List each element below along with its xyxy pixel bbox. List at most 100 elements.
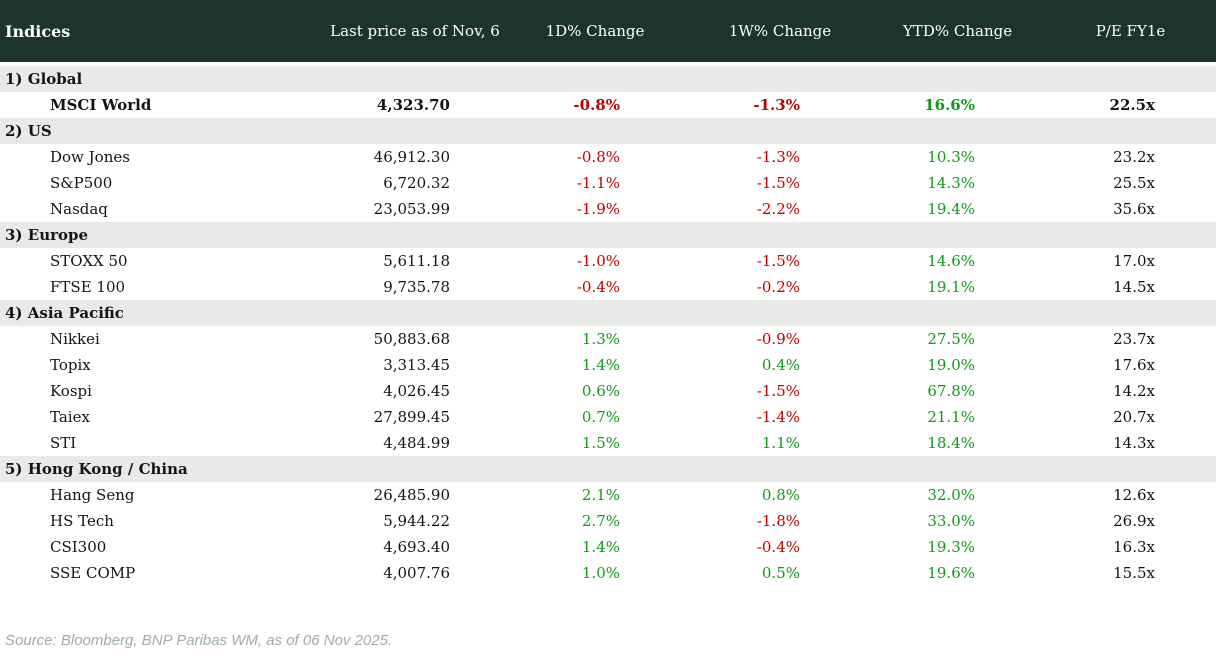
index-name: STOXX 50: [50, 252, 128, 270]
index-row: Nikkei 50,883.68 1.3% -0.9% 27.5% 23.7x: [0, 326, 1216, 352]
change-1w: -1.8%: [756, 512, 800, 530]
change-1w: 1.1%: [761, 434, 800, 452]
index-name: FTSE 100: [50, 278, 126, 296]
last-price: 3,313.45: [383, 356, 450, 374]
col-header-1w-change: 1W% Change: [690, 0, 870, 66]
change-ytd: 19.6%: [927, 564, 975, 582]
index-row: Topix 3,313.45 1.4% 0.4% 19.0% 17.6x: [0, 352, 1216, 378]
change-ytd: 19.4%: [927, 200, 975, 218]
pe-ratio: 25.5x: [1113, 174, 1155, 192]
section-label: 1) Global: [0, 66, 1216, 92]
pe-ratio: 14.5x: [1113, 278, 1155, 296]
change-ytd: 18.4%: [927, 434, 975, 452]
pe-ratio: 16.3x: [1113, 538, 1155, 556]
change-ytd: 10.3%: [927, 148, 975, 166]
col-header-1d-change: 1D% Change: [500, 0, 690, 66]
last-price: 27,899.45: [373, 408, 450, 426]
section-label: 5) Hong Kong / China: [0, 456, 1216, 482]
change-ytd: 16.6%: [924, 96, 975, 114]
index-name: CSI300: [50, 538, 107, 556]
change-1d: -0.8%: [576, 148, 620, 166]
change-1w: -1.5%: [756, 382, 800, 400]
last-price: 4,007.76: [383, 564, 450, 582]
table-header-row: Indices Last price as of Nov, 6 1D% Chan…: [0, 0, 1216, 66]
index-name: S&P500: [50, 174, 113, 192]
index-name: Taiex: [50, 408, 90, 426]
change-ytd: 67.8%: [927, 382, 975, 400]
index-name: HS Tech: [50, 512, 114, 530]
last-price: 26,485.90: [373, 486, 450, 504]
index-name: Dow Jones: [50, 148, 130, 166]
section-row: 3) Europe: [0, 222, 1216, 248]
change-1w: -1.5%: [756, 252, 800, 270]
index-row: MSCI World 4,323.70 -0.8% -1.3% 16.6% 22.5x: [0, 92, 1216, 118]
pe-ratio: 14.3x: [1113, 434, 1155, 452]
change-1w: -0.9%: [756, 330, 800, 348]
section-row: 1) Global: [0, 66, 1216, 92]
last-price: 46,912.30: [373, 148, 450, 166]
change-1w: -1.3%: [756, 148, 800, 166]
change-ytd: 19.3%: [927, 538, 975, 556]
last-price: 23,053.99: [373, 200, 450, 218]
change-1w: -2.2%: [756, 200, 800, 218]
index-row: CSI300 4,693.40 1.4% -0.4% 19.3% 16.3x: [0, 534, 1216, 560]
change-ytd: 21.1%: [927, 408, 975, 426]
change-1d: 1.5%: [581, 434, 620, 452]
change-1d: -1.9%: [576, 200, 620, 218]
last-price: 4,693.40: [383, 538, 450, 556]
section-row: 5) Hong Kong / China: [0, 456, 1216, 482]
index-row: Kospi 4,026.45 0.6% -1.5% 67.8% 14.2x: [0, 378, 1216, 404]
index-name: MSCI World: [50, 96, 152, 114]
change-1d: -0.4%: [576, 278, 620, 296]
index-name: Hang Seng: [50, 486, 135, 504]
section-label: 4) Asia Pacific: [0, 300, 1216, 326]
change-1d: 1.3%: [581, 330, 620, 348]
change-1w: -0.4%: [756, 538, 800, 556]
change-1d: 1.0%: [581, 564, 620, 582]
col-header-ytd-change: YTD% Change: [870, 0, 1045, 66]
pe-ratio: 17.6x: [1113, 356, 1155, 374]
change-1d: 2.7%: [581, 512, 620, 530]
change-1d: -1.0%: [576, 252, 620, 270]
last-price: 6,720.32: [383, 174, 450, 192]
index-name: Topix: [50, 356, 91, 374]
change-1d: -1.1%: [576, 174, 620, 192]
last-price: 5,611.18: [383, 252, 450, 270]
change-1d: 2.1%: [581, 486, 620, 504]
index-name: Nasdaq: [50, 200, 108, 218]
last-price: 4,484.99: [383, 434, 450, 452]
change-1d: 1.4%: [581, 538, 620, 556]
source-note: Source: Bloomberg, BNP Paribas WM, as of…: [5, 632, 393, 649]
section-label: 2) US: [0, 118, 1216, 144]
col-header-last-price: Last price as of Nov, 6: [330, 0, 500, 66]
change-ytd: 32.0%: [927, 486, 975, 504]
last-price: 5,944.22: [383, 512, 450, 530]
pe-ratio: 17.0x: [1113, 252, 1155, 270]
change-ytd: 33.0%: [927, 512, 975, 530]
change-1w: -1.3%: [753, 96, 800, 114]
change-ytd: 27.5%: [927, 330, 975, 348]
index-row: Taiex 27,899.45 0.7% -1.4% 21.1% 20.7x: [0, 404, 1216, 430]
index-name: SSE COMP: [50, 564, 136, 582]
section-label: 3) Europe: [0, 222, 1216, 248]
change-1w: -1.5%: [756, 174, 800, 192]
change-1d: 0.7%: [581, 408, 620, 426]
change-1d: 1.4%: [581, 356, 620, 374]
pe-ratio: 35.6x: [1113, 200, 1155, 218]
indices-table: Indices Last price as of Nov, 6 1D% Chan…: [0, 0, 1216, 586]
last-price: 50,883.68: [373, 330, 450, 348]
index-row: Hang Seng 26,485.90 2.1% 0.8% 32.0% 12.6x: [0, 482, 1216, 508]
index-name: Kospi: [50, 382, 92, 400]
change-1d: -0.8%: [573, 96, 620, 114]
last-price: 4,323.70: [376, 96, 450, 114]
pe-ratio: 15.5x: [1113, 564, 1155, 582]
change-ytd: 19.1%: [927, 278, 975, 296]
index-name: Nikkei: [50, 330, 100, 348]
section-row: 2) US: [0, 118, 1216, 144]
index-row: HS Tech 5,944.22 2.7% -1.8% 33.0% 26.9x: [0, 508, 1216, 534]
last-price: 9,735.78: [383, 278, 450, 296]
indices-table-body: 1) Global MSCI World 4,323.70 -0.8% -1.3% 16.…: [0, 66, 1216, 586]
index-row: STI 4,484.99 1.5% 1.1% 18.4% 14.3x: [0, 430, 1216, 456]
change-1w: -0.2%: [756, 278, 800, 296]
last-price: 4,026.45: [383, 382, 450, 400]
